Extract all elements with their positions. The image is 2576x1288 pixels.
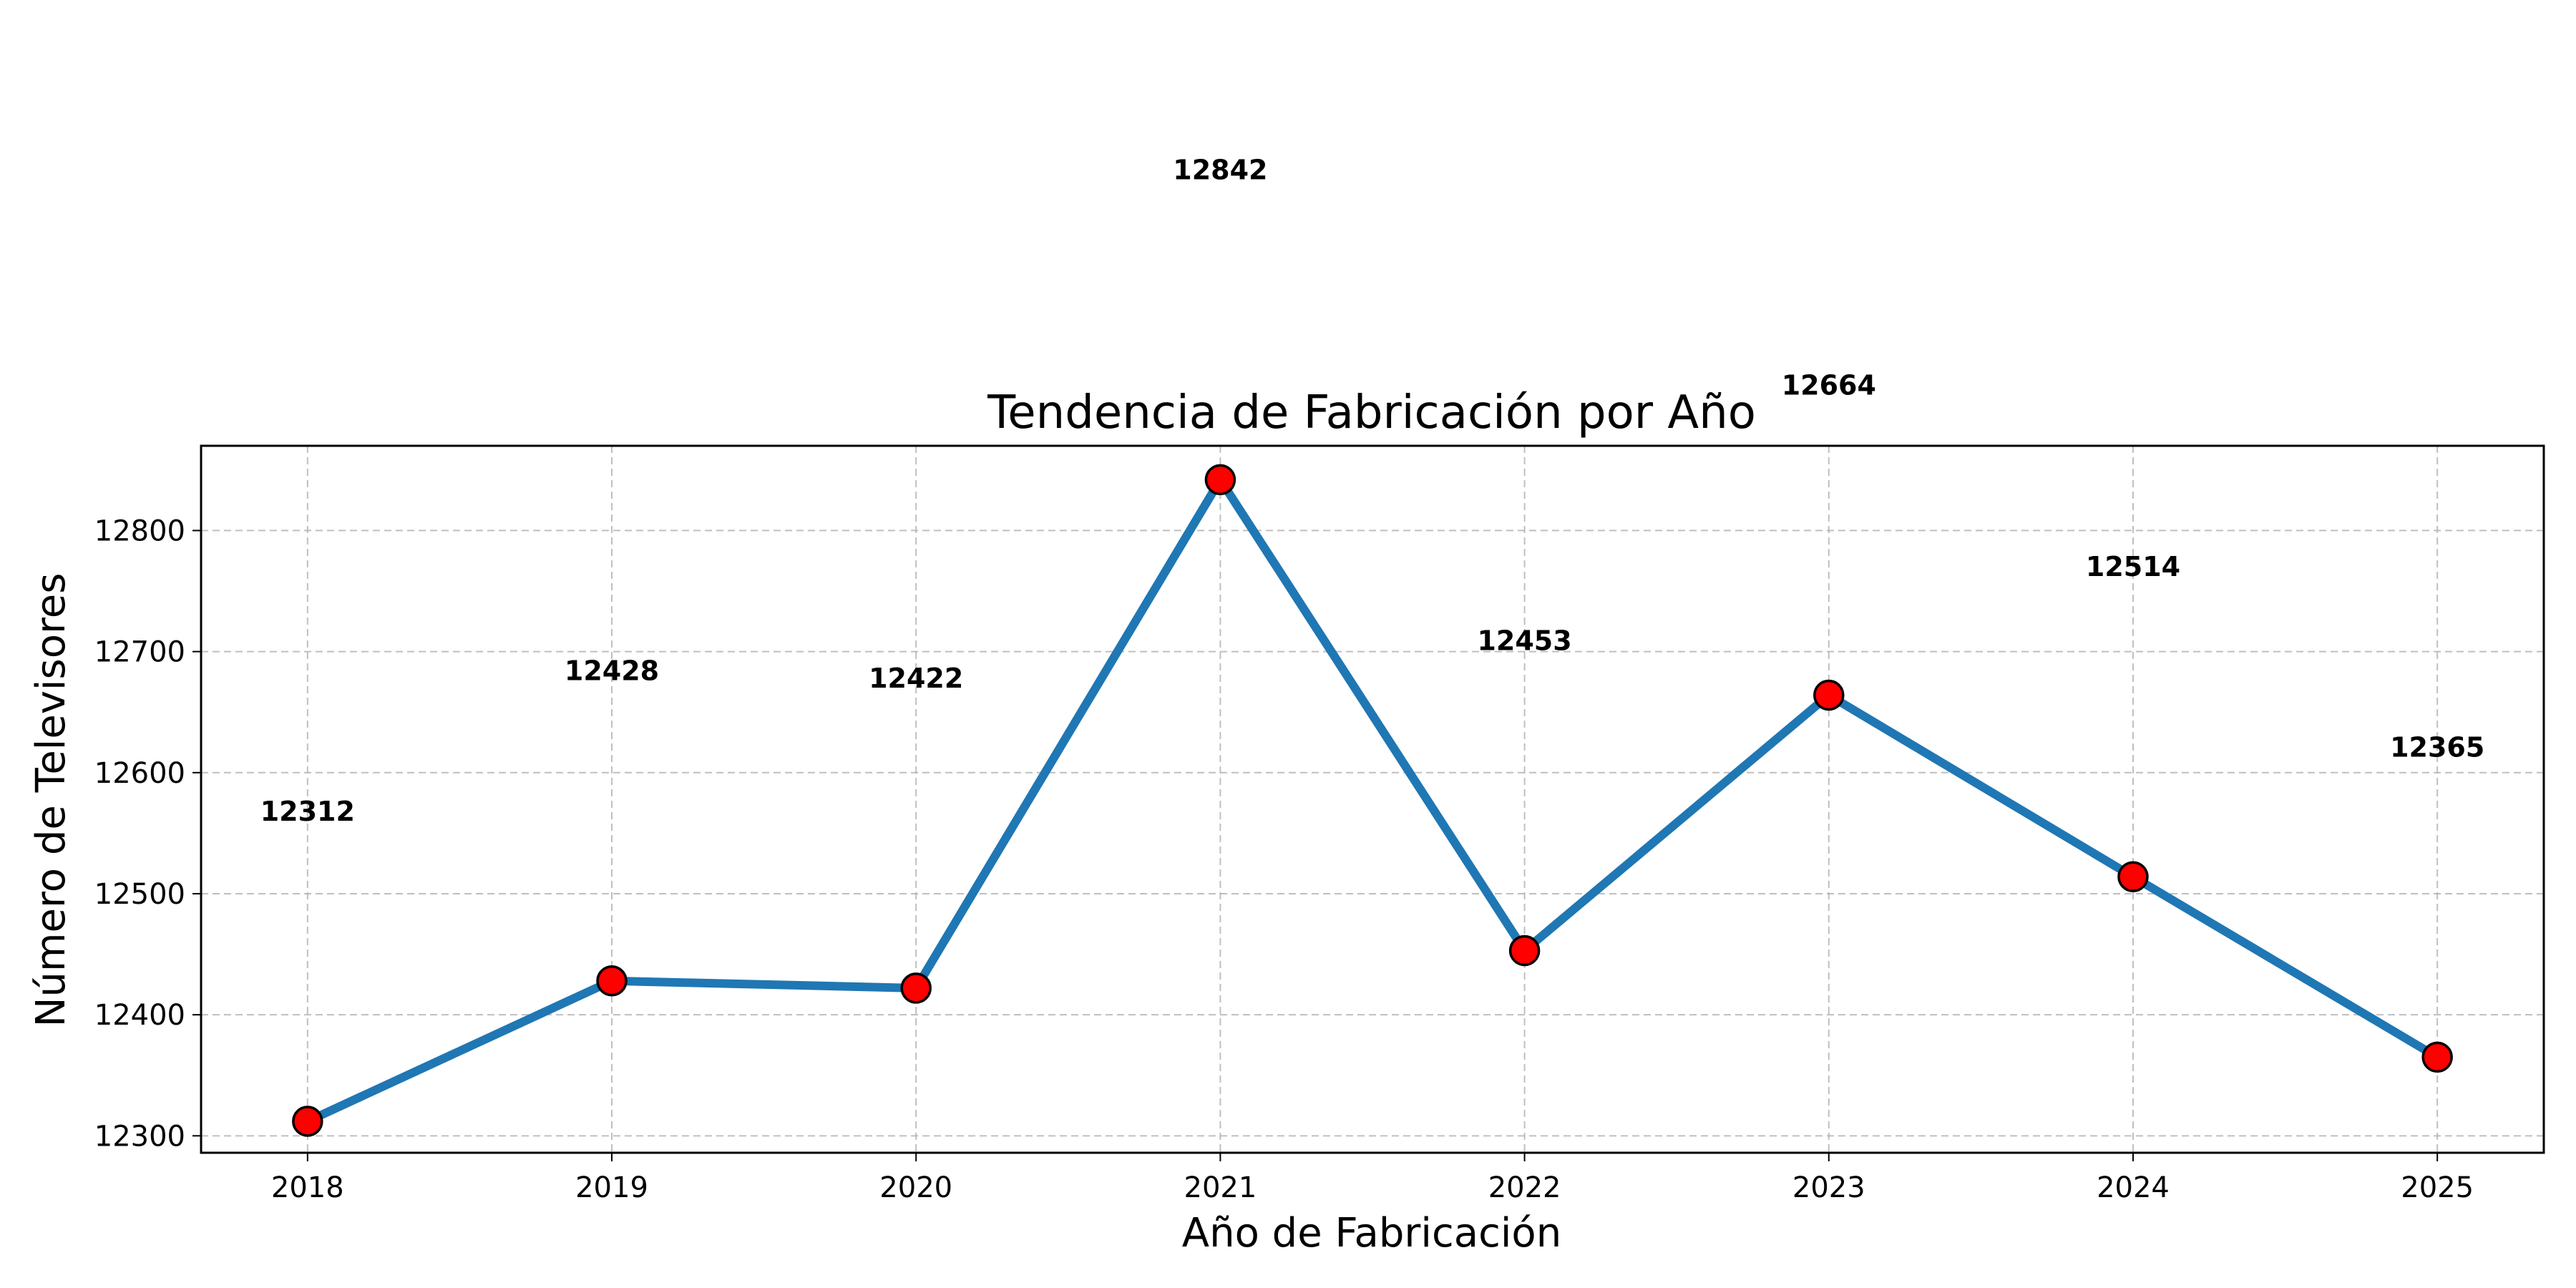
y-tick-label: 12800 [94,514,185,547]
data-point-marker [1204,464,1236,496]
plot-area-frame [200,444,2545,1154]
y-axis-label: Número de Televisores [28,573,74,1028]
data-labels: 12312 12428 12422 12842 12453 12664 12514 12365 [260,154,2485,827]
data-point-markers [292,464,2453,1137]
x-tick-label: 2023 [1792,1171,1865,1204]
data-label: 12453 [1477,625,1571,656]
chart-title: Tendencia de Fabricación por Año [987,386,1756,439]
y-tick-label: 12400 [94,999,185,1032]
data-label: 12422 [869,663,963,694]
x-tick-label: 2021 [1184,1171,1257,1204]
data-point-marker [292,1106,323,1137]
x-tick-label: 2018 [271,1171,344,1204]
x-tick-label: 2025 [2401,1171,2474,1204]
y-axis-ticks: 12300 12400 12500 12600 12700 12800 [94,514,201,1153]
data-label: 12365 [2390,731,2484,763]
data-point-marker [2421,1041,2453,1073]
data-point-marker [1813,679,1845,711]
x-tick-label: 2022 [1488,1171,1561,1204]
data-label: 12842 [1173,154,1267,185]
data-label: 12428 [565,655,659,687]
x-tick-label: 2019 [575,1171,648,1204]
y-tick-label: 12600 [94,757,185,790]
y-tick-label: 12300 [94,1120,185,1153]
x-axis-ticks: 2018 2019 2020 2021 2022 2023 2024 2025 [271,1153,2474,1204]
x-tick-label: 2024 [2097,1171,2170,1204]
grid-lines [201,446,2544,1153]
data-point-marker [900,972,932,1004]
x-tick-label: 2020 [879,1171,952,1204]
data-point-marker [596,965,628,997]
data-point-marker [2117,861,2149,893]
data-label: 12312 [260,796,355,827]
data-label: 12664 [1782,369,1876,401]
series-line-group [303,475,2442,1126]
y-tick-label: 12500 [94,878,185,911]
data-label: 12514 [2086,551,2180,582]
x-axis-label: Año de Fabricación [1182,1210,1561,1257]
y-tick-label: 12700 [94,636,185,669]
series-line [303,475,2442,1126]
data-point-marker [1508,935,1541,967]
